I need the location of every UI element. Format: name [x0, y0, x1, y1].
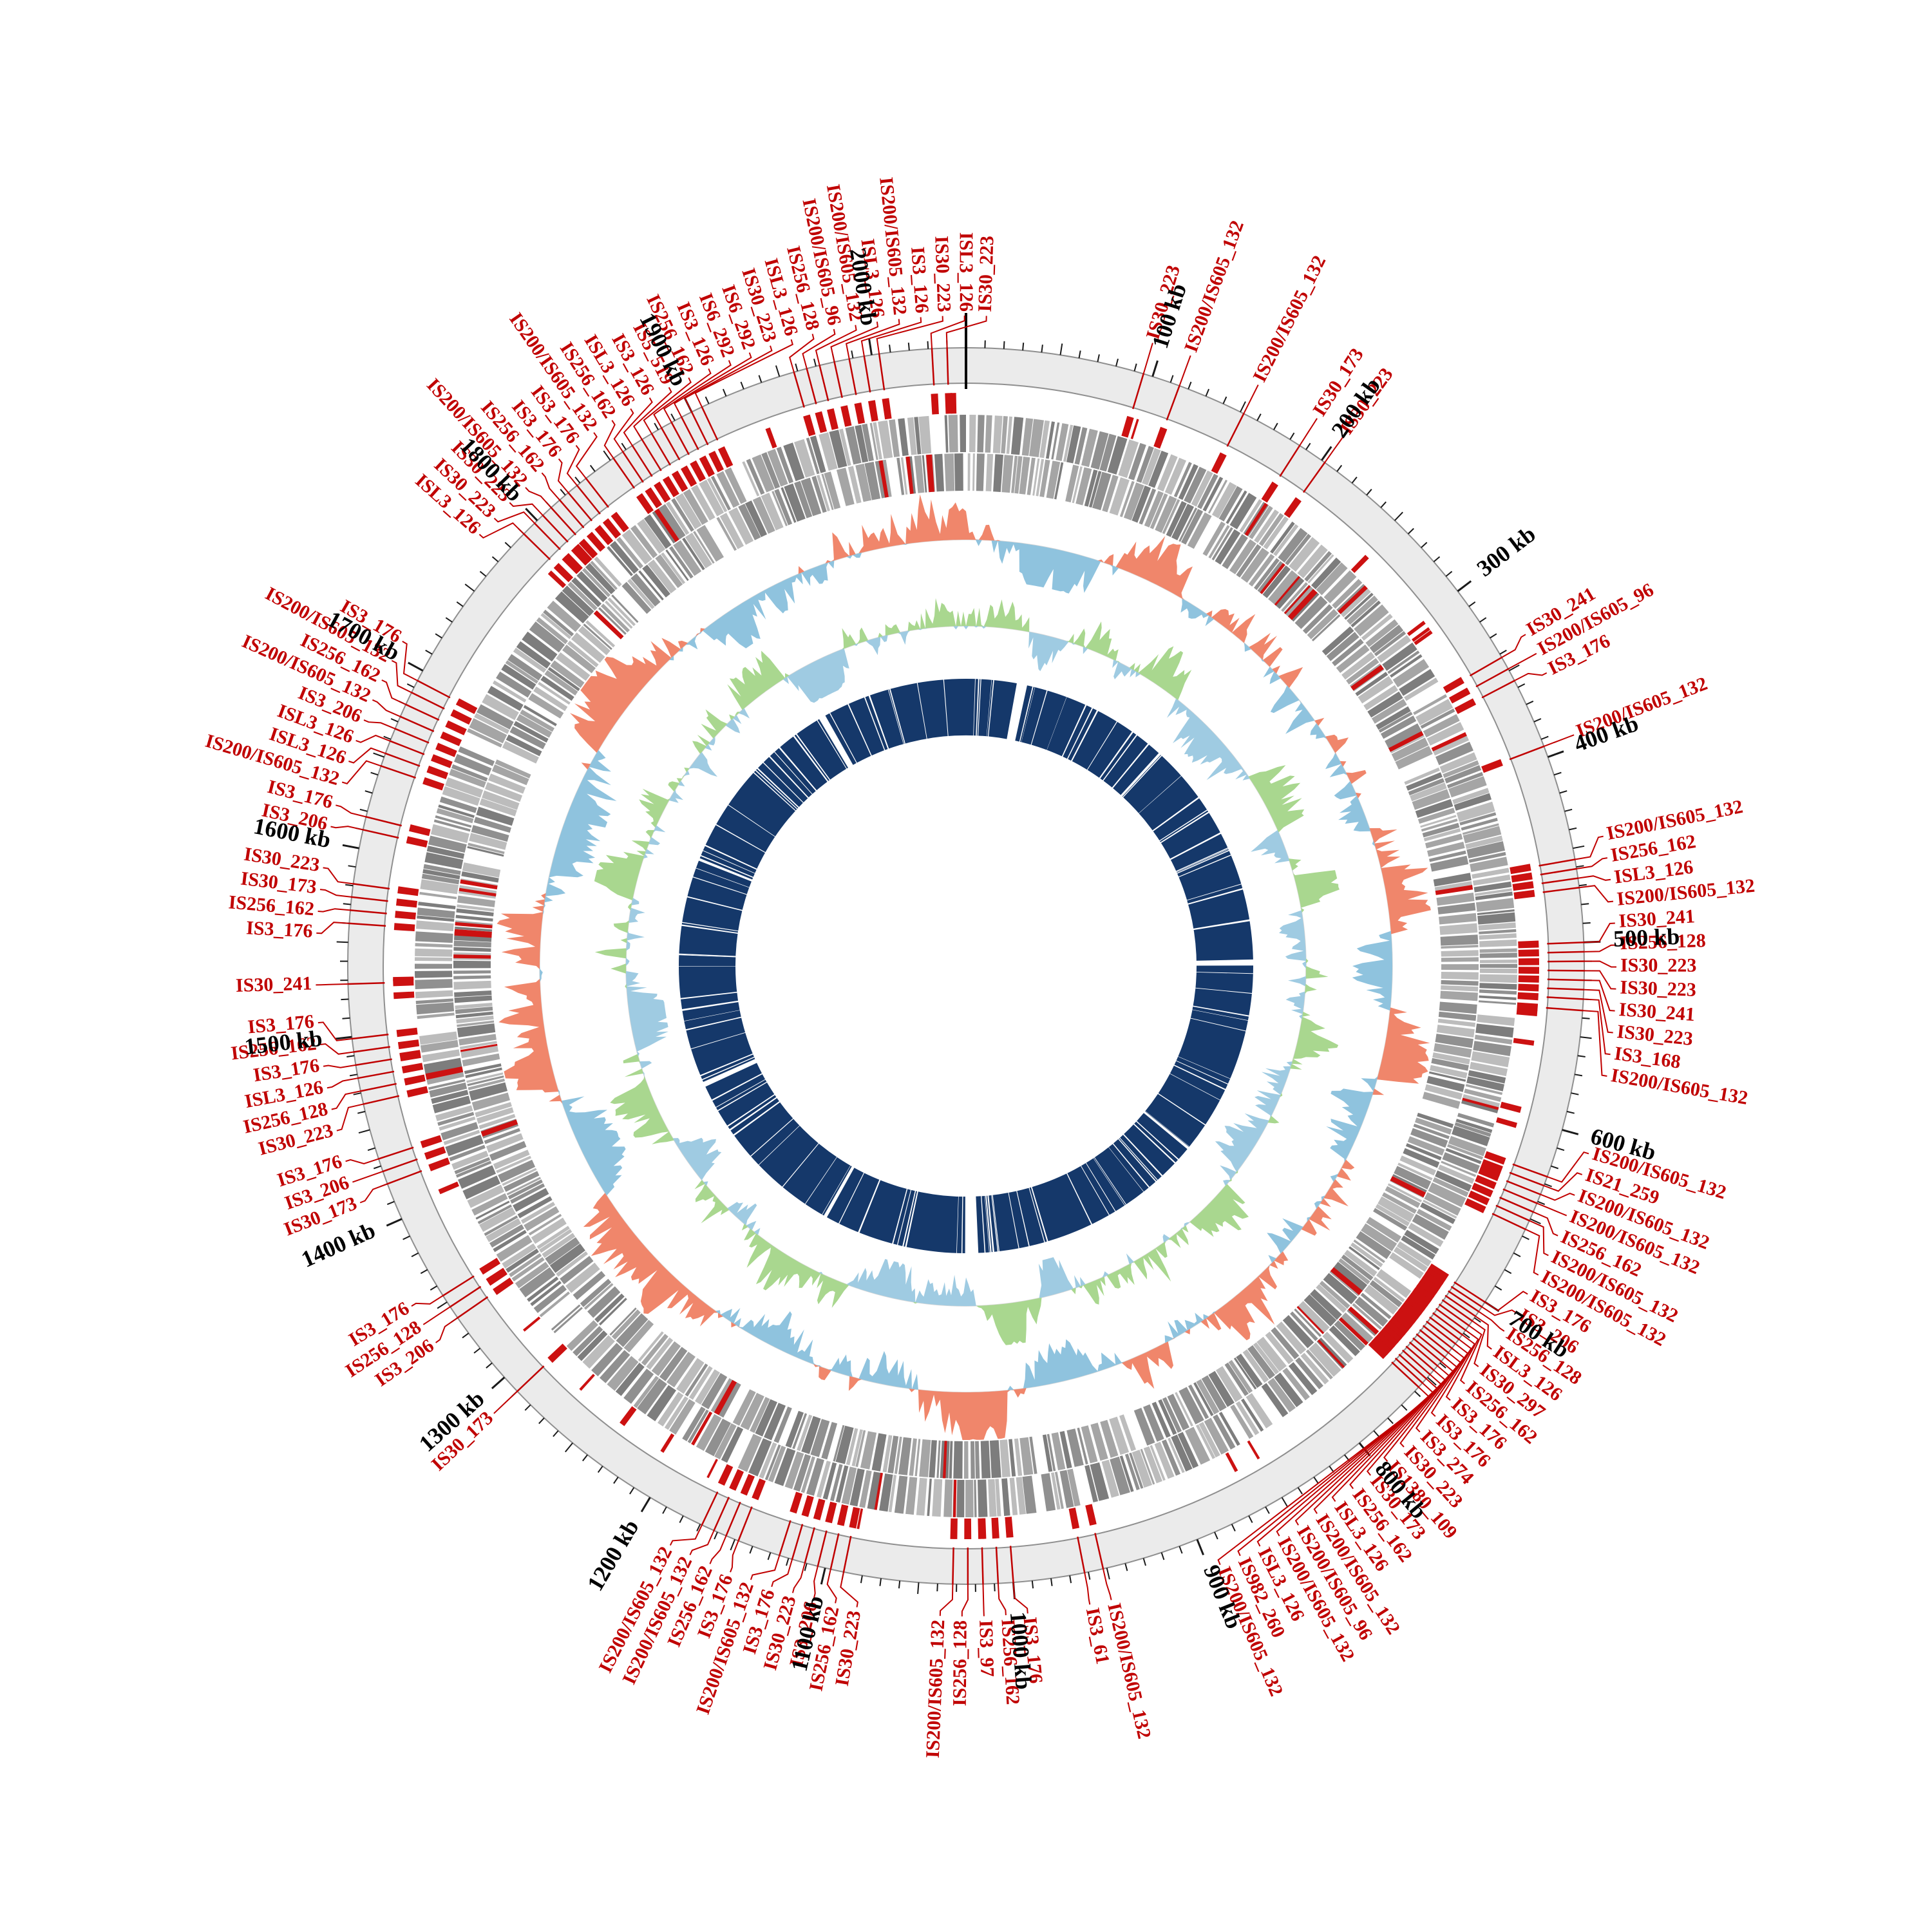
is-element-label: IS30_223	[1620, 954, 1696, 976]
is-element-label: IS30_223	[974, 236, 998, 312]
is-element-label: ISL3_126	[956, 232, 977, 312]
is-element-label: IS30_223	[1620, 977, 1696, 1001]
is-element-label: IS3_176	[245, 917, 313, 942]
is-element-label: IS256_128	[949, 1620, 971, 1707]
is-element-label: IS30_241	[1618, 905, 1696, 932]
axis-tick-label: 500 kb	[1613, 923, 1680, 952]
is-element-label: IS256_162	[997, 1618, 1023, 1705]
is-element-label: IS30_241	[236, 972, 312, 996]
is-element-label: IS256_128	[1620, 930, 1706, 954]
is-element-label: IS3_126	[907, 246, 933, 314]
axis-tick-label: 1000 kb	[1005, 1611, 1037, 1690]
is-element-label: IS3_97	[975, 1620, 998, 1677]
is-element-label: IS30_223	[931, 236, 954, 312]
is-element-label: IS30_241	[1618, 999, 1696, 1025]
